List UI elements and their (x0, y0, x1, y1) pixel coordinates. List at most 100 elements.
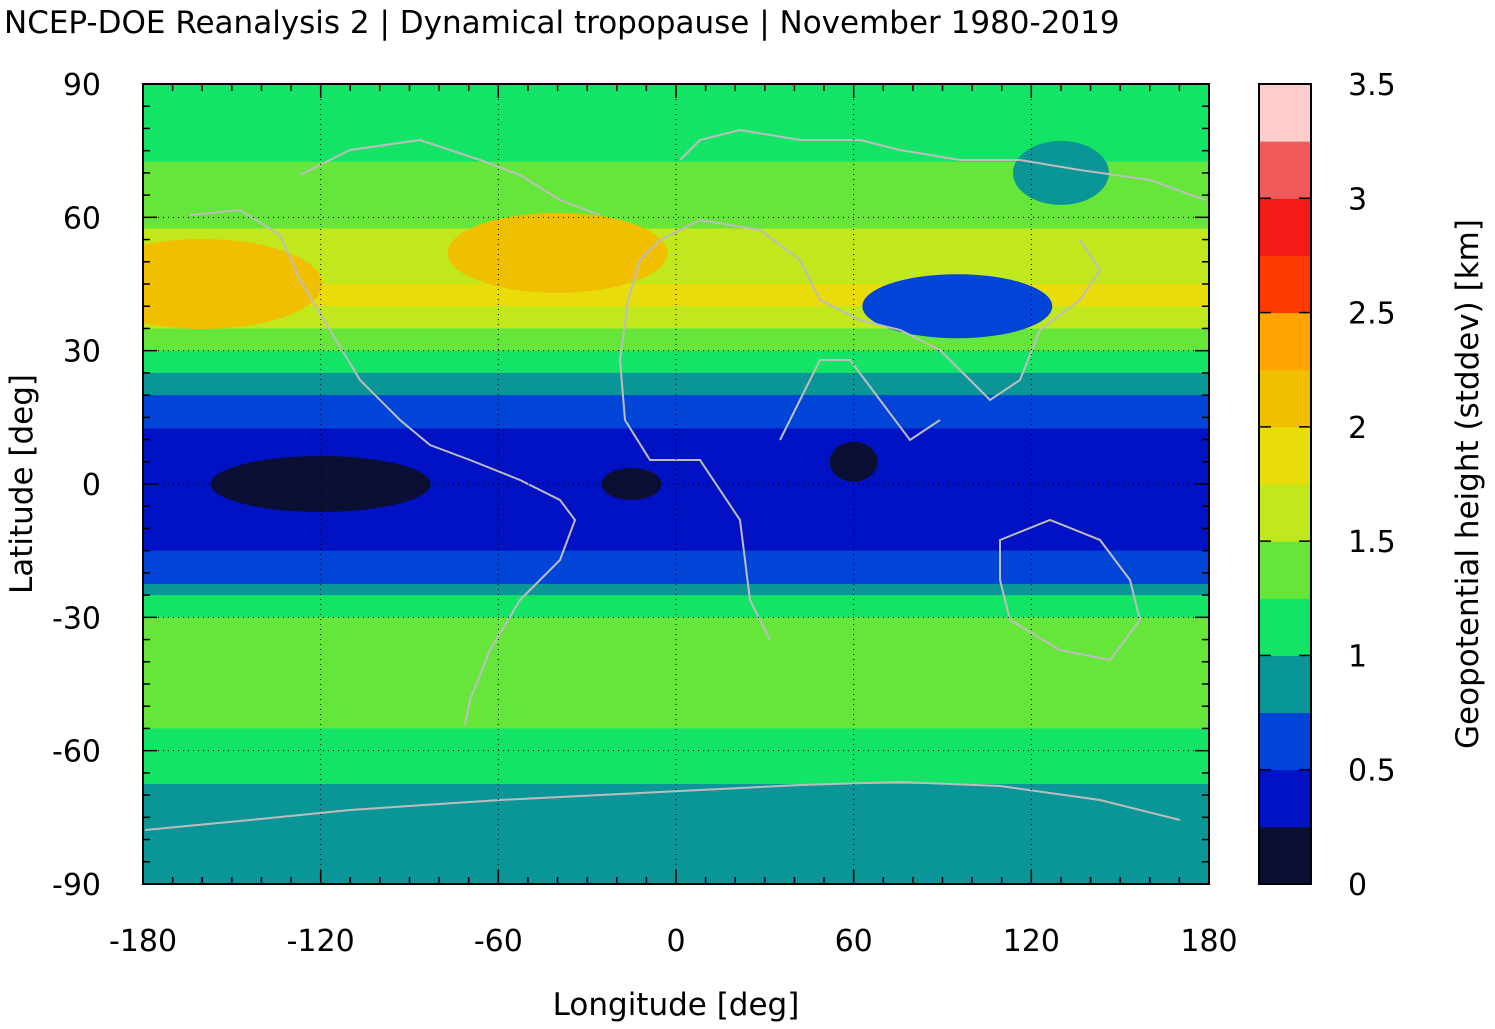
heatmap-band (143, 406, 1209, 418)
axis-ticks (142, 83, 1210, 885)
heatmap-band (143, 839, 1209, 852)
heatmap-band (143, 261, 1209, 274)
colorbar-segment (1259, 198, 1311, 256)
heatmap-feature (447, 212, 668, 293)
heatmap-band (143, 606, 1209, 618)
heatmap-band (143, 806, 1209, 818)
heatmap-band (143, 817, 1209, 830)
x-tick-label: -60 (474, 924, 523, 959)
heatmap-band (143, 117, 1209, 130)
plot-area (143, 84, 1209, 884)
colorbar-segment (1259, 769, 1311, 828)
x-tick-label: -180 (109, 924, 177, 959)
colorbar-segment (1259, 84, 1311, 142)
y-axis-label: Latitude [deg] (4, 374, 40, 594)
heatmap-band (143, 706, 1209, 718)
heatmap-band (143, 339, 1209, 352)
heatmap-band (143, 572, 1209, 585)
heatmap-band (143, 361, 1209, 374)
colorbar-segment (1259, 541, 1311, 599)
x-tick-label: 120 (1003, 924, 1060, 959)
chart-title: NCEP-DOE Reanalysis 2 | Dynamical tropop… (4, 5, 1120, 41)
heatmap-band (143, 472, 1209, 485)
heatmap-band (143, 239, 1209, 252)
heatmap-band (143, 739, 1209, 752)
coastline (618, 299, 771, 641)
colorbar-tick-label: 1.5 (1348, 525, 1396, 560)
coastline (189, 208, 577, 726)
heatmap-band (143, 417, 1209, 430)
coastline (144, 780, 1181, 831)
colorbar-tick-label: 3.5 (1348, 68, 1396, 103)
heatmap-band (143, 95, 1209, 107)
colorbar-tick-label: 0 (1348, 868, 1367, 903)
heatmap-band (143, 461, 1209, 474)
heatmap-band (143, 139, 1209, 152)
heatmap-band (143, 395, 1209, 407)
heatmap-band (143, 439, 1209, 452)
colorbar-segment (1259, 598, 1311, 656)
colorbar-tick-label: 0.5 (1348, 754, 1396, 789)
y-tick-label: -30 (52, 601, 101, 636)
heatmap-band (143, 272, 1209, 285)
heatmap-band (143, 717, 1209, 730)
heatmap-feature (143, 239, 323, 329)
y-tick-label: 90 (63, 68, 101, 103)
heatmap-band (143, 695, 1209, 707)
colorbar-segment (1259, 312, 1311, 371)
x-tick-label: -120 (287, 924, 355, 959)
colorbar-tick-label: 1 (1348, 639, 1367, 674)
colorbar-tick-labels: 0 0.5 1 1.5 2 2.5 3 3.5 (1348, 68, 1396, 903)
heatmap-band (143, 217, 1209, 230)
colorbar-segment (1259, 369, 1311, 428)
heatmap-band (143, 317, 1209, 330)
heatmap-feature (829, 441, 878, 482)
colorbar-tick-label: 3 (1348, 182, 1367, 217)
colorbar-segment (1259, 826, 1311, 885)
heatmap-band (143, 639, 1209, 652)
heatmap-band (143, 617, 1209, 630)
heatmap-feature (1012, 140, 1109, 205)
heatmap-band (143, 650, 1209, 663)
x-axis-label: Longitude [deg] (553, 987, 800, 1023)
heatmap-band (143, 595, 1209, 607)
heatmap-band (143, 150, 1209, 163)
coastline (679, 128, 1206, 201)
x-tick-label: 0 (666, 924, 685, 959)
heatmap-band (143, 750, 1209, 763)
colorbar-frame (1258, 83, 1312, 885)
heatmap-band (143, 295, 1209, 307)
heatmap-band (143, 661, 1209, 674)
heatmap-band (143, 161, 1209, 174)
colorbar (1259, 84, 1311, 885)
y-tick-label: 60 (63, 201, 101, 236)
x-tick-label: 60 (835, 924, 873, 959)
heatmap-band (143, 450, 1209, 463)
heatmap-band (143, 861, 1209, 874)
heatmap-band (143, 350, 1209, 363)
grid-lines (143, 84, 1209, 884)
y-tick-label: 0 (82, 468, 101, 503)
heatmap-band (143, 761, 1209, 774)
heatmap-band (143, 506, 1209, 518)
heatmap-band (143, 195, 1209, 207)
coastline (627, 218, 1102, 402)
heatmap-band (143, 206, 1209, 218)
x-tick-label: 180 (1180, 924, 1237, 959)
heatmap-band (143, 517, 1209, 530)
colorbar-segment (1259, 484, 1311, 542)
heatmap-band (143, 850, 1209, 863)
colorbar-tick-label: 2 (1348, 411, 1367, 446)
heatmap-band (143, 106, 1209, 118)
heatmap-band (143, 539, 1209, 552)
heatmap-band (143, 550, 1209, 563)
x-tick-labels: -180 -120 -60 0 60 120 180 (109, 924, 1238, 959)
colorbar-tick-label: 2.5 (1348, 297, 1396, 332)
y-tick-label: -90 (52, 868, 101, 903)
colorbar-segment (1259, 655, 1311, 714)
colorbar-segment (1259, 426, 1311, 485)
heatmap-band (143, 172, 1209, 185)
heatmap-band (143, 372, 1209, 385)
heatmap-band (143, 672, 1209, 685)
